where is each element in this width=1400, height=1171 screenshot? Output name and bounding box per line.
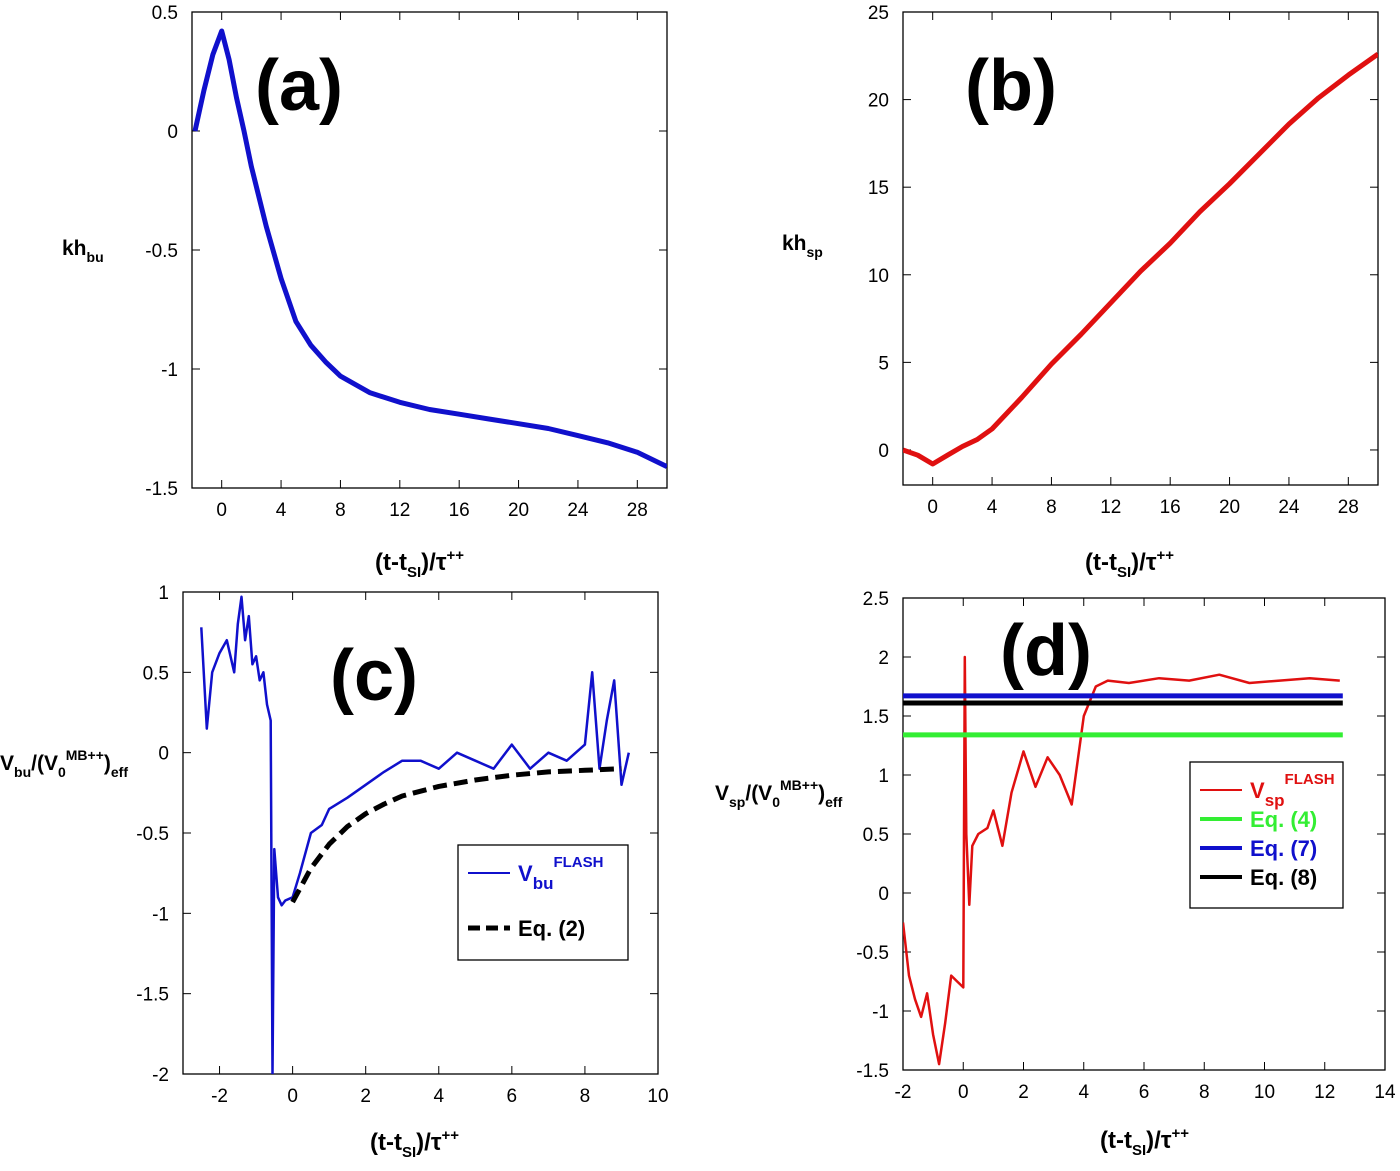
y-tick-label: -2	[152, 1065, 169, 1086]
y-tick-label: -1.5	[136, 985, 169, 1006]
x-tick-label: 0	[216, 500, 227, 521]
x-tick-label: 2	[360, 1086, 371, 1107]
y-tick-label: -1	[872, 1002, 889, 1023]
x-tick-label: 14	[1374, 1082, 1396, 1103]
legend-label: VspFLASH	[1250, 771, 1335, 810]
legend-label: Eq. (4)	[1250, 807, 1317, 832]
x-tick-label: 12	[1100, 497, 1121, 518]
y-tick-label: -0.5	[145, 241, 178, 262]
x-tick-label: 6	[507, 1086, 518, 1107]
x-tick-label: 4	[1078, 1082, 1089, 1103]
panel-label: (b)	[965, 46, 1057, 126]
legend-box	[457, 844, 629, 961]
y-tick-label: 0	[158, 744, 169, 765]
y-tick-label: 20	[868, 91, 889, 112]
y-axis-label: Vsp/(V0MB++)eff	[715, 777, 843, 810]
y-tick-label: 5	[878, 353, 889, 374]
y-tick-label: 2	[878, 648, 889, 669]
panel-label: (d)	[1000, 611, 1092, 691]
x-tick-label: 16	[1160, 497, 1181, 518]
series-line-0	[903, 655, 1340, 1066]
legend-label: VbuFLASH	[518, 854, 603, 893]
y-tick-label: -1.5	[145, 479, 178, 500]
y-tick-label: 0	[167, 122, 178, 143]
x-tick-label: 4	[276, 500, 287, 521]
y-tick-label: 0.5	[863, 825, 889, 846]
x-tick-label: 8	[1046, 497, 1057, 518]
series-line-1	[290, 766, 622, 904]
y-tick-label: 0.5	[143, 663, 169, 684]
y-tick-label: 15	[868, 178, 889, 199]
x-tick-label: 28	[1338, 497, 1359, 518]
x-tick-label: 8	[580, 1086, 591, 1107]
x-tick-label: 12	[1314, 1082, 1335, 1103]
y-tick-label: -1.5	[856, 1061, 889, 1082]
legend-box	[1189, 761, 1344, 909]
y-tick-label: 1	[878, 766, 889, 787]
y-tick-label: -0.5	[856, 943, 889, 964]
legend: VbuFLASH Eq. (2)	[457, 844, 629, 961]
y-tick-label: 0	[878, 441, 889, 462]
x-tick-label: 24	[1278, 497, 1300, 518]
x-tick-label: 10	[1254, 1082, 1275, 1103]
x-tick-label: 24	[567, 500, 589, 521]
x-tick-label: 20	[508, 500, 529, 521]
y-tick-label: 0.5	[152, 3, 178, 24]
plot-frame	[182, 591, 659, 1075]
x-tick-label: 4	[987, 497, 998, 518]
x-tick-label: 0	[287, 1086, 298, 1107]
x-axis-label: (t-tSI)/τ++	[370, 1127, 459, 1161]
panel-label: (a)	[255, 46, 343, 126]
plot-frame	[902, 11, 1379, 486]
x-axis-label: (t-tSI)/τ++	[375, 547, 464, 581]
x-tick-label: 0	[958, 1082, 969, 1103]
x-tick-label: 12	[389, 500, 410, 521]
y-tick-label: 1.5	[863, 707, 889, 728]
y-axis-label: khbu	[62, 237, 104, 265]
x-tick-label: 6	[1139, 1082, 1150, 1103]
y-axis-label: khsp	[782, 232, 823, 260]
series-line-0	[192, 28, 667, 469]
series-line-0	[200, 595, 631, 1074]
x-tick-label: 20	[1219, 497, 1240, 518]
y-tick-label: -1	[152, 904, 169, 925]
y-tick-label: 1	[158, 583, 169, 604]
x-tick-label: -2	[895, 1082, 912, 1103]
x-tick-label: 10	[647, 1086, 668, 1107]
chart-panel-c: -2 0 2 4 6 8 10 1 0.5 0 -0.5 -1 -1.5 -2 (c) (t-tSI)/τ++…	[0, 583, 669, 1161]
x-axis-label: (t-tSI)/τ++	[1085, 547, 1174, 581]
y-tick-label: 0	[878, 884, 889, 905]
x-axis-label: (t-tSI)/τ++	[1100, 1125, 1189, 1159]
y-tick-label: -0.5	[136, 824, 169, 845]
x-tick-label: 8	[1199, 1082, 1210, 1103]
x-tick-label: 28	[627, 500, 648, 521]
x-tick-label: 4	[433, 1086, 444, 1107]
series-line-0	[903, 51, 1378, 467]
chart-panel-b: 0 4 8 12 16 20 24 28 0 5 10 15 20 25 (b) (t-tSI)/τ++ khs…	[782, 3, 1379, 581]
y-tick-label: 25	[868, 3, 889, 24]
y-axis-label: Vbu/(V0MB++)eff	[0, 747, 128, 780]
y-tick-label: -1	[161, 360, 178, 381]
x-tick-label: 0	[927, 497, 938, 518]
y-tick-label: 10	[868, 266, 889, 287]
legend-label: Eq. (2)	[518, 916, 585, 941]
legend-label: Eq. (8)	[1250, 865, 1317, 890]
chart-panel-d: -2 0 2 4 6 8 10 12 14 2.5 2 1.5 1 0.5 0 -0.5 -1 -1.5 (d) (t…	[715, 589, 1396, 1159]
y-tick-label: 2.5	[863, 589, 889, 610]
x-tick-label: 2	[1018, 1082, 1029, 1103]
x-tick-label: -2	[211, 1086, 228, 1107]
x-tick-label: 8	[335, 500, 346, 521]
x-tick-label: 16	[449, 500, 470, 521]
legend-label: Eq. (7)	[1250, 836, 1317, 861]
panel-label: (c)	[330, 636, 418, 716]
chart-panel-a: 0 4 8 12 16 20 24 28 0.5 0 -0.5 -1 -1.5 (a) (t-tSI)/τ+…	[62, 3, 668, 581]
